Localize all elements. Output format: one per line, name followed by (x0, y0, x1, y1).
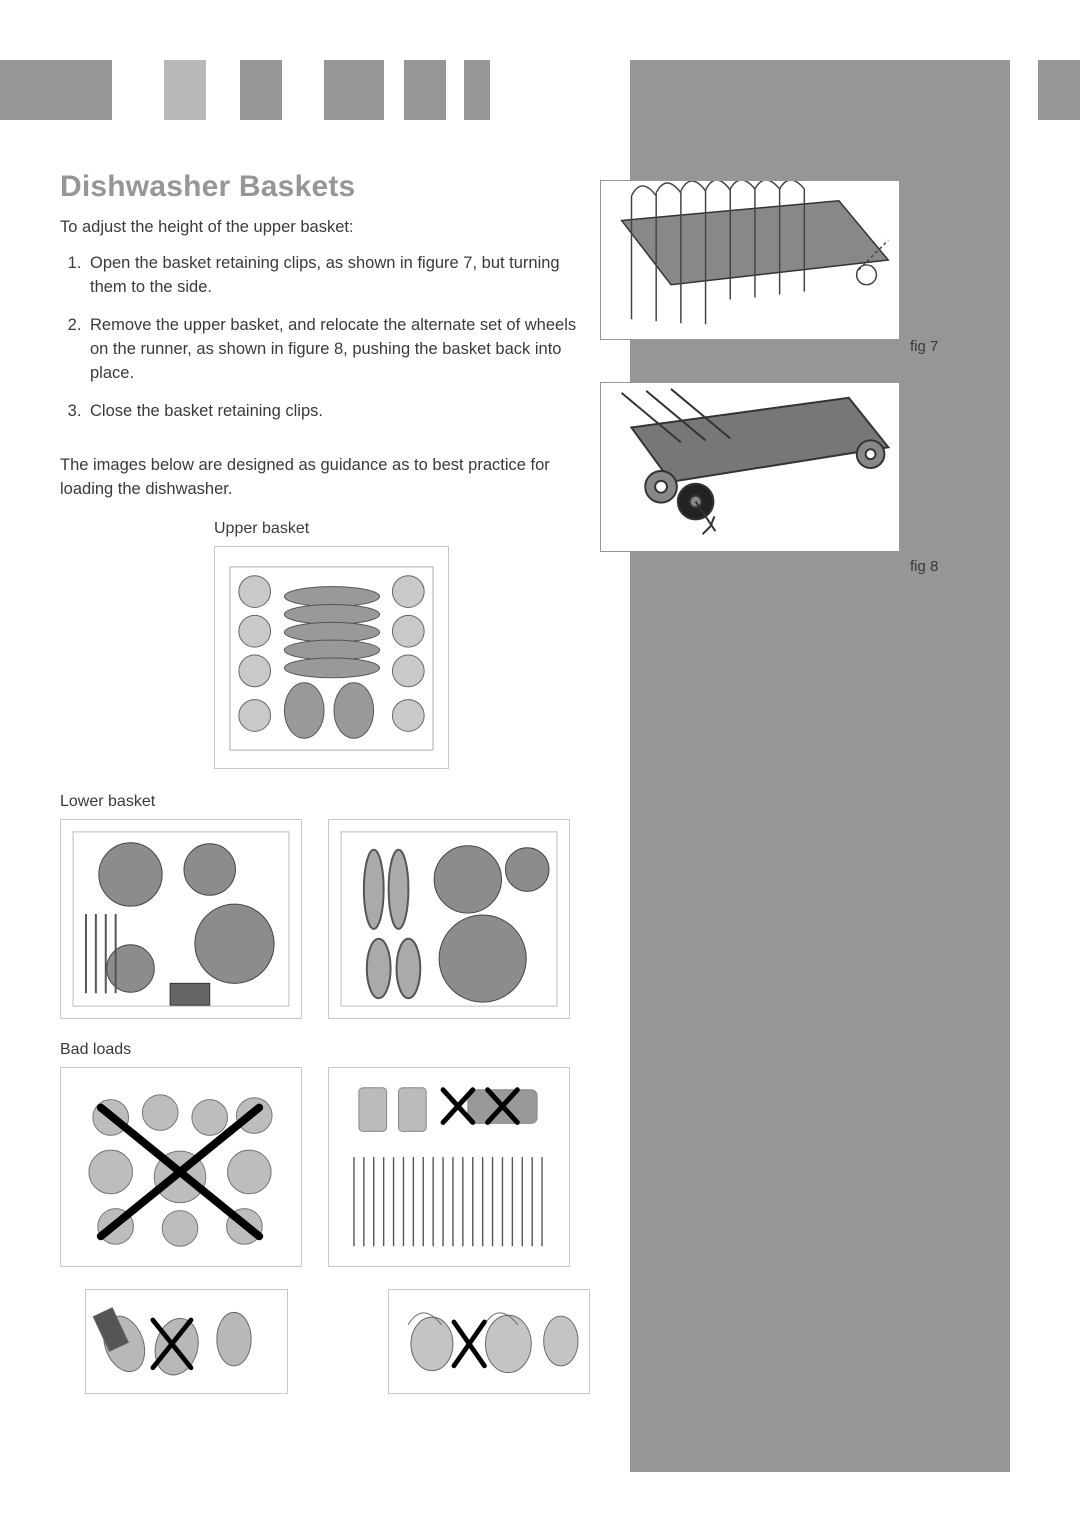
header-block (464, 60, 490, 120)
fig7-illustration (601, 181, 899, 339)
figure-8 (600, 382, 900, 552)
lower-basket-row (60, 819, 590, 1019)
guidance-text: The images below are designed as guidanc… (60, 454, 590, 502)
caption-bad: Bad loads (60, 1041, 590, 1059)
bad-loads-row-2 (85, 1289, 590, 1394)
header-block (240, 60, 282, 120)
lower-basket-figure-2 (328, 819, 570, 1019)
intro-text: To adjust the height of the upper basket… (60, 216, 590, 238)
bad-load-figure-1 (60, 1067, 302, 1267)
header-block (324, 60, 384, 120)
fig8-label: fig 8 (910, 558, 938, 575)
header-edge-block (1038, 60, 1080, 120)
step-item: Remove the upper basket, and relocate th… (86, 314, 590, 386)
step-item: Close the basket retaining clips. (86, 400, 590, 424)
fig7-label: fig 7 (910, 338, 938, 355)
header-block (0, 60, 112, 120)
upper-basket-figure (214, 546, 449, 769)
bad-loads-row-1 (60, 1067, 590, 1267)
header-block (404, 60, 446, 120)
fig8-illustration (601, 383, 899, 551)
bad-load-figure-4 (388, 1289, 591, 1394)
step-item: Open the basket retaining clips, as show… (86, 252, 590, 300)
caption-upper: Upper basket (214, 520, 590, 538)
page-title: Dishwasher Baskets (60, 170, 590, 204)
caption-lower: Lower basket (60, 793, 590, 811)
bad-load-figure-3 (85, 1289, 288, 1394)
lower-basket-figure-1 (60, 819, 302, 1019)
header-block (164, 60, 206, 120)
main-column: Dishwasher Baskets To adjust the height … (60, 170, 590, 1394)
steps-list: Open the basket retaining clips, as show… (60, 252, 590, 424)
sidebar: fig 7 fig 8 (630, 60, 1010, 1472)
figure-7 (600, 180, 900, 340)
bad-load-figure-2 (328, 1067, 570, 1267)
manual-page: fig 7 fig 8 Dishwasher Baskets To adjust… (0, 0, 1080, 1532)
